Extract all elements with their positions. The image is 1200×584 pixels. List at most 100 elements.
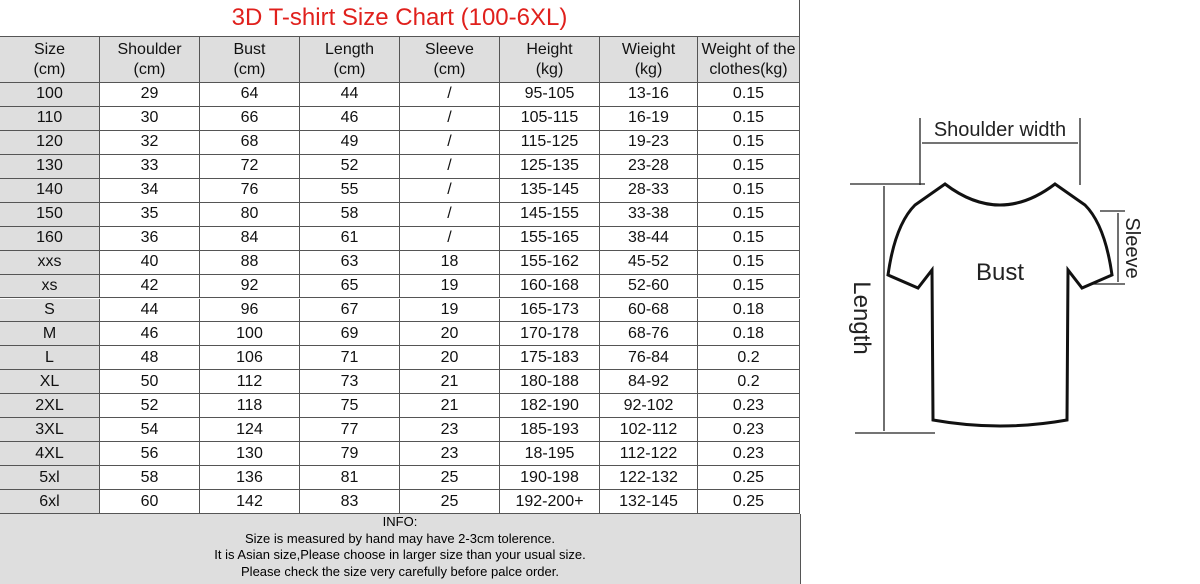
table-cell: 0.25 <box>698 490 800 514</box>
shirt <box>886 182 1114 428</box>
size-cell: 100 <box>0 83 100 107</box>
table-cell: 118 <box>200 394 300 419</box>
table-cell: 80 <box>200 202 300 227</box>
table-cell: / <box>400 106 500 131</box>
table-cell: 0.15 <box>698 226 800 251</box>
table-cell: 0.2 <box>698 370 800 395</box>
size-cell: 130 <box>0 154 100 179</box>
table-cell: 170-178 <box>500 322 600 347</box>
table-cell: 25 <box>400 490 500 514</box>
column-header: Bust (cm) <box>200 37 300 83</box>
table-cell: 69 <box>300 322 400 347</box>
header-line: (cm) <box>133 60 166 78</box>
table-cell: 23-28 <box>600 154 698 179</box>
size-cell: 160 <box>0 226 100 251</box>
table-cell: 23 <box>400 418 500 443</box>
table-cell: 79 <box>300 442 400 467</box>
table-cell: 180-188 <box>500 370 600 395</box>
header-line: Weight of the <box>701 40 796 58</box>
table-cell: 32 <box>100 130 200 155</box>
table-cell: / <box>400 202 500 227</box>
table-cell: 185-193 <box>500 418 600 443</box>
table-cell: 122-132 <box>600 466 698 491</box>
table-cell: 44 <box>300 83 400 107</box>
size-cell: 140 <box>0 178 100 203</box>
table-cell: 50 <box>100 370 200 395</box>
table-cell: 0.15 <box>698 83 800 107</box>
table-cell: 21 <box>400 394 500 419</box>
header-line: (kg) <box>634 60 663 78</box>
table-cell: 30 <box>100 106 200 131</box>
table-cell: 44 <box>100 298 200 323</box>
table-cell: 21 <box>400 370 500 395</box>
table-cell: 155-162 <box>500 250 600 275</box>
table-cell: 76 <box>200 178 300 203</box>
table-cell: 81 <box>300 466 400 491</box>
table-cell: 20 <box>400 346 500 371</box>
table-cell: 165-173 <box>500 298 600 323</box>
table-cell: / <box>400 178 500 203</box>
size-cell: xxs <box>0 250 100 275</box>
size-cell: 120 <box>0 130 100 155</box>
table-cell: 155-165 <box>500 226 600 251</box>
size-cell: L <box>0 346 100 371</box>
table-cell: 92-102 <box>600 394 698 419</box>
header-line: Bust <box>233 40 266 58</box>
table-cell: 67 <box>300 298 400 323</box>
table-cell: 75 <box>300 394 400 419</box>
table-cell: 54 <box>100 418 200 443</box>
table-cell: 106 <box>200 346 300 371</box>
table-cell: 23 <box>400 442 500 467</box>
shoulder-label: Shoulder width <box>934 119 1066 141</box>
size-cell: M <box>0 322 100 347</box>
table-cell: / <box>400 226 500 251</box>
table-cell: 52 <box>100 394 200 419</box>
column-header: Wieight (kg) <box>600 37 698 83</box>
table-cell: 19 <box>400 274 500 299</box>
table-cell: 0.15 <box>698 274 800 299</box>
table-cell: 33 <box>100 154 200 179</box>
table-cell: 58 <box>100 466 200 491</box>
table-cell: 72 <box>200 154 300 179</box>
title: 3D T-shirt Size Chart (100-6XL) <box>0 0 800 37</box>
size-table: 3D T-shirt Size Chart (100-6XL) Size (cm)… <box>0 0 800 514</box>
info-line: Please check the size very carefully bef… <box>241 563 559 579</box>
table-cell: 0.18 <box>698 322 800 347</box>
table-cell: 0.25 <box>698 466 800 491</box>
header-line: (cm) <box>33 60 66 78</box>
table-cell: 64 <box>200 83 300 107</box>
table-cell: 38-44 <box>600 226 698 251</box>
table-cell: 135-145 <box>500 178 600 203</box>
size-cell: 4XL <box>0 442 100 467</box>
sleeve-label: Sleeve <box>1121 217 1143 278</box>
table-cell: 18-195 <box>500 442 600 467</box>
table-cell: 71 <box>300 346 400 371</box>
table-cell: 130 <box>200 442 300 467</box>
info-line: It is Asian size,Please choose in larger… <box>214 547 586 562</box>
table-cell: 73 <box>300 370 400 395</box>
table-cell: 45-52 <box>600 250 698 275</box>
info: INFO: Size is measured by hand may have 2… <box>0 514 801 584</box>
column-header: Length (cm) <box>300 37 400 83</box>
table-cell: 115-125 <box>500 130 600 155</box>
table-cell: 63 <box>300 250 400 275</box>
table-cell: 100 <box>200 322 300 347</box>
table-cell: 132-145 <box>600 490 698 514</box>
table-cell: 46 <box>300 106 400 131</box>
size-cell: 110 <box>0 106 100 131</box>
table-cell: 0.23 <box>698 418 800 443</box>
size-cell: 150 <box>0 202 100 227</box>
column-header: Weight of the clothes(kg) <box>698 37 800 83</box>
column-header: Height (kg) <box>500 37 600 83</box>
info-line: Size is measured by hand may have 2-3cm … <box>245 530 555 546</box>
table-cell: 83 <box>300 490 400 514</box>
table-cell: 112 <box>200 370 300 395</box>
header-line: Shoulder <box>117 40 182 58</box>
table-cell: 25 <box>400 466 500 491</box>
table-cell: 0.2 <box>698 346 800 371</box>
table-cell: 68 <box>200 130 300 155</box>
table-cell: 0.15 <box>698 154 800 179</box>
header-line: (cm) <box>433 60 466 78</box>
size-cell: 5xl <box>0 466 100 491</box>
